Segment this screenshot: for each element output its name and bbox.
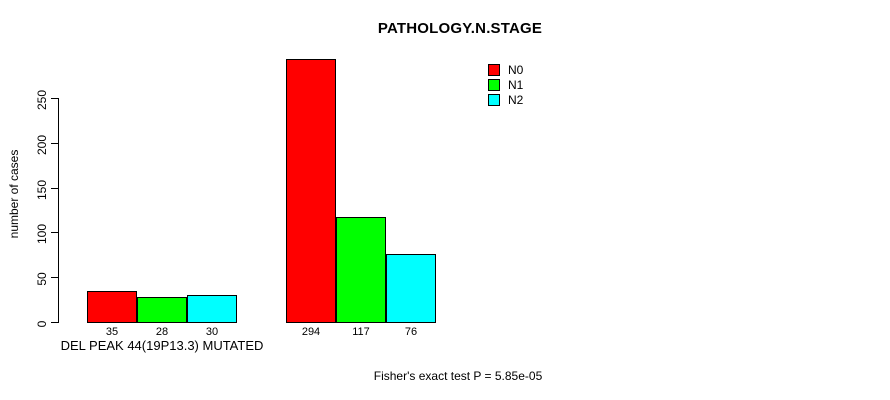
legend-label: N0 xyxy=(508,63,524,77)
y-axis-line xyxy=(58,98,59,323)
bar-value-label: 117 xyxy=(352,326,370,338)
bar-n0-group2 xyxy=(286,58,336,323)
y-axis-tick xyxy=(51,142,58,144)
y-axis-tick xyxy=(51,232,58,234)
legend-swatch xyxy=(488,94,500,106)
bar-n2-group2 xyxy=(386,253,436,323)
y-axis-tick-label-text: 0 xyxy=(35,320,49,328)
bar-n1-group2 xyxy=(336,217,386,323)
bar-value-label: 76 xyxy=(404,326,418,338)
y-axis-tick-label-text: 250 xyxy=(35,89,49,111)
y-axis-tick-label-text: 200 xyxy=(35,134,49,155)
legend-item-n2: N2 xyxy=(488,94,523,106)
y-axis-label-text: number of cases xyxy=(7,149,21,239)
y-axis-tick-label-text: 100 xyxy=(35,224,49,245)
legend: N0 N1 N2 xyxy=(488,64,523,106)
legend-item-n1: N1 xyxy=(488,79,523,91)
bar-n0-group1 xyxy=(87,290,137,323)
y-axis-tick-label-text: 150 xyxy=(35,179,49,200)
y-axis-tick xyxy=(51,98,58,99)
legend-label: N2 xyxy=(508,93,524,107)
bar-n2-group1 xyxy=(187,295,237,323)
y-axis-tick-label-text: 50 xyxy=(35,272,49,286)
legend-swatch xyxy=(488,79,500,91)
bar-value-label: 28 xyxy=(155,326,169,338)
annotation-text: Fisher's exact test P = 5.85e-05 xyxy=(373,369,543,383)
legend-label: N1 xyxy=(508,78,524,92)
legend-swatch xyxy=(488,64,500,76)
y-axis-tick xyxy=(51,187,58,189)
x-axis-group-label: DEL PEAK 44(19P13.3) MUTATED xyxy=(60,338,264,353)
bar-value-label: 35 xyxy=(105,326,119,338)
bar-value-label: 294 xyxy=(301,326,321,338)
bar-n1-group1 xyxy=(137,296,187,323)
bar-value-label: 30 xyxy=(205,326,219,338)
legend-item-n0: N0 xyxy=(488,64,523,76)
y-axis-tick xyxy=(51,322,58,323)
y-axis-tick xyxy=(51,277,58,279)
chart-title: PATHOLOGY.N.STAGE xyxy=(377,20,543,37)
